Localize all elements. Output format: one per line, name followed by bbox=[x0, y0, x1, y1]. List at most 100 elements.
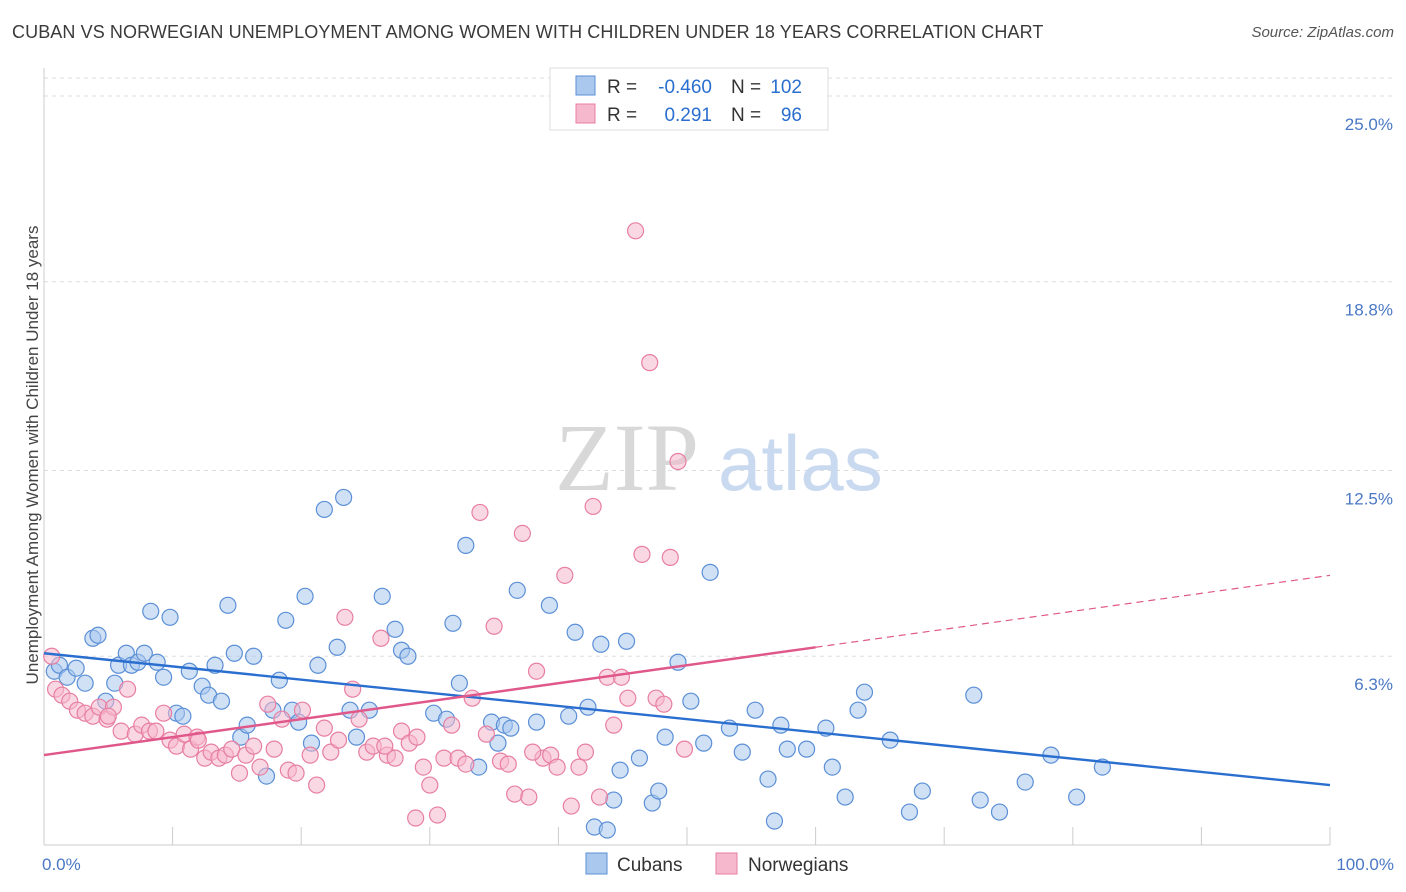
cuban-point bbox=[746, 701, 764, 719]
cuban-point bbox=[89, 626, 107, 644]
cuban-point bbox=[135, 644, 153, 662]
legend-n-value: 102 bbox=[770, 77, 802, 98]
cuban-point bbox=[76, 674, 94, 692]
legend-r-label: R = bbox=[607, 105, 637, 126]
cuban-point bbox=[335, 488, 353, 507]
norwegian-point bbox=[612, 668, 631, 686]
norwegian-point bbox=[669, 452, 687, 471]
norwegian-point bbox=[376, 737, 394, 755]
y-tick-label: 18.8% bbox=[1345, 301, 1393, 320]
watermark-atlas: atlas bbox=[718, 419, 883, 507]
legend-n-label: N = bbox=[731, 77, 761, 98]
cuban-point bbox=[990, 803, 1009, 821]
cuban-point bbox=[765, 812, 784, 830]
cuban-point bbox=[733, 743, 751, 761]
cuban-point bbox=[650, 782, 668, 800]
norwegian-point bbox=[329, 731, 348, 749]
cuban-point bbox=[154, 668, 173, 686]
norwegian-point bbox=[641, 354, 659, 372]
norwegian-point bbox=[230, 764, 249, 782]
cuban-point bbox=[161, 608, 179, 626]
cuban-point bbox=[277, 611, 295, 629]
cuban-point bbox=[270, 671, 288, 689]
cuban-point bbox=[611, 761, 629, 779]
cuban-point bbox=[540, 596, 558, 614]
norwegian-point bbox=[336, 608, 354, 626]
cuban-point bbox=[309, 656, 327, 674]
norwegian-point bbox=[322, 743, 340, 761]
y-tick-label: 25.0% bbox=[1345, 115, 1393, 134]
norwegian-point bbox=[408, 728, 426, 746]
norwegian-point bbox=[633, 545, 651, 563]
norwegian-point bbox=[259, 695, 277, 713]
norwegian-point bbox=[414, 758, 432, 776]
cuban-point bbox=[508, 581, 526, 599]
cuban-point bbox=[605, 791, 623, 809]
correlation-legend: R = -0.460 N = 102 R = 0.291 N = 96 bbox=[549, 67, 829, 131]
cuban-point bbox=[656, 728, 674, 746]
cuban-point bbox=[579, 698, 597, 716]
norwegian-point bbox=[506, 785, 524, 803]
norwegian-point bbox=[265, 740, 283, 758]
cuban-point bbox=[180, 662, 198, 680]
cuban-point bbox=[592, 635, 610, 653]
legend-r-value: -0.460 bbox=[658, 77, 712, 98]
y-tick-labels: 6.3% 12.5% 18.8% 25.0% bbox=[1345, 115, 1393, 694]
y-tick-label: 6.3% bbox=[1354, 675, 1393, 694]
norwegian-point bbox=[655, 695, 673, 713]
norwegian-point bbox=[675, 740, 694, 758]
y-tick-label: 12.5% bbox=[1345, 489, 1393, 508]
cuban-point bbox=[1068, 788, 1086, 806]
norwegian-point bbox=[154, 704, 173, 722]
norwegian-point bbox=[619, 689, 637, 707]
norwegian-point bbox=[308, 776, 326, 794]
norwegian-point bbox=[293, 701, 312, 719]
norwegian-point bbox=[548, 758, 566, 776]
legend-label-norwegians: Norwegians bbox=[748, 855, 848, 876]
cubans-trend-line bbox=[43, 652, 1331, 787]
legend-swatch-norwegians bbox=[575, 103, 596, 124]
cuban-point bbox=[797, 740, 816, 758]
cuban-point bbox=[598, 821, 616, 839]
cuban-point bbox=[347, 728, 366, 746]
norwegian-point bbox=[386, 749, 404, 767]
axes bbox=[43, 68, 1331, 846]
cuban-point bbox=[900, 803, 919, 821]
cuban-point bbox=[450, 674, 468, 692]
cuban-point bbox=[219, 596, 237, 614]
cuban-point bbox=[527, 713, 546, 731]
cuban-point bbox=[315, 500, 333, 519]
cuban-point bbox=[444, 614, 462, 632]
norwegian-point bbox=[273, 710, 291, 728]
legend-n-value: 96 bbox=[781, 105, 802, 126]
norwegian-point bbox=[661, 548, 679, 566]
norwegian-point bbox=[315, 719, 333, 737]
cuban-point bbox=[148, 653, 166, 671]
cuban-point bbox=[67, 659, 85, 677]
cuban-point bbox=[701, 563, 719, 581]
cuban-point bbox=[849, 701, 867, 719]
norwegians-trend-line bbox=[815, 574, 1331, 648]
norwegian-point bbox=[570, 758, 588, 776]
cuban-point bbox=[772, 716, 790, 734]
norwegian-point bbox=[527, 662, 546, 680]
cuban-point bbox=[457, 536, 475, 554]
norwegian-point bbox=[457, 755, 475, 773]
cuban-point bbox=[245, 647, 263, 665]
cuban-point bbox=[560, 707, 578, 725]
cuban-point bbox=[682, 692, 700, 710]
cuban-point bbox=[855, 683, 874, 701]
norwegian-point bbox=[556, 566, 574, 584]
norwegian-point bbox=[407, 809, 425, 827]
norwegian-point bbox=[287, 764, 305, 782]
legend-swatch-cubans bbox=[585, 852, 608, 875]
cuban-point bbox=[142, 602, 160, 620]
norwegian-point bbox=[251, 758, 269, 776]
cuban-point bbox=[695, 734, 713, 752]
grid-lines bbox=[44, 77, 1395, 657]
cuban-point bbox=[386, 620, 404, 638]
cuban-point bbox=[373, 587, 391, 605]
cuban-point bbox=[823, 758, 841, 776]
trend-lines bbox=[43, 574, 1331, 787]
